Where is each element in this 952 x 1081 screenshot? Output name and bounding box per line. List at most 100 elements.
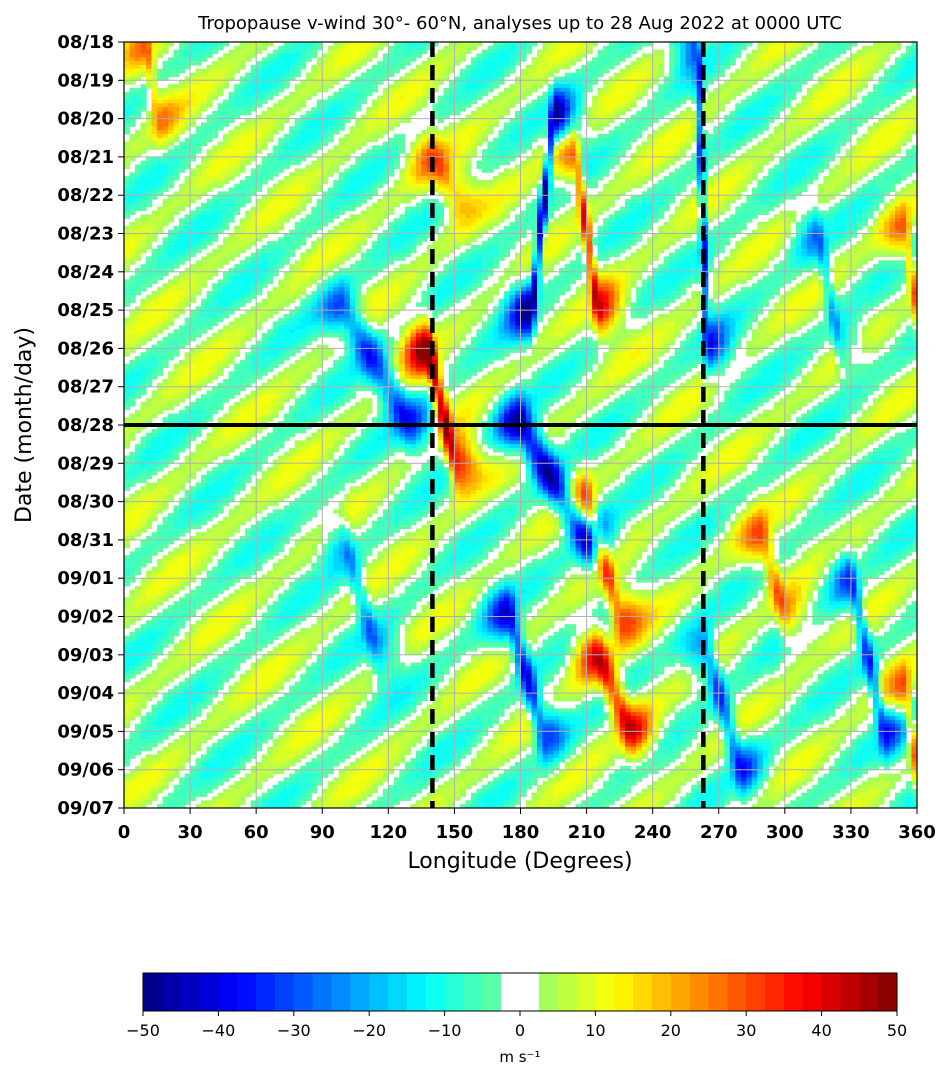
field-cell [570, 95, 577, 101]
field-cell [828, 141, 835, 147]
field-cell [894, 72, 902, 78]
field-cell [680, 57, 687, 62]
field-cell [140, 53, 147, 58]
field-cell [762, 84, 769, 89]
field-cell [311, 145, 318, 150]
field-cell [674, 183, 681, 189]
field-cell [426, 172, 433, 177]
field-cell [839, 45, 847, 51]
field-cell [685, 114, 692, 120]
field-cell [526, 84, 533, 89]
field-cell [905, 164, 913, 169]
field-cell [360, 87, 367, 93]
field-cell [388, 168, 395, 173]
field-cell [157, 164, 164, 169]
field-cell [872, 110, 880, 116]
field-cell [856, 153, 863, 158]
field-cell [184, 183, 191, 189]
field-cell [619, 53, 626, 58]
field-cell [680, 141, 687, 147]
field-cell [487, 199, 494, 204]
field-cell [184, 156, 191, 162]
field-cell [162, 103, 169, 108]
field-cell [228, 130, 235, 135]
field-cell [845, 149, 852, 154]
field-cell [658, 110, 665, 116]
field-cell [135, 114, 142, 120]
field-cell [421, 133, 428, 139]
field-cell [426, 76, 433, 81]
field-cell [294, 84, 301, 89]
field-cell [261, 168, 268, 173]
field-cell [283, 99, 290, 104]
field-cell [658, 183, 665, 189]
field-cell [542, 68, 549, 74]
field-cell [344, 95, 351, 101]
field-cell [713, 76, 720, 81]
field-cell [492, 103, 500, 108]
field-cell [129, 179, 136, 185]
field-cell [245, 76, 252, 81]
field-cell [757, 195, 764, 200]
field-cell [542, 122, 549, 127]
field-cell [470, 84, 478, 89]
field-cell [168, 195, 175, 200]
field-cell [878, 87, 885, 93]
field-cell [245, 160, 252, 166]
field-cell [564, 95, 571, 101]
field-cell [140, 95, 147, 101]
field-cell [487, 168, 494, 173]
field-cell [300, 61, 307, 66]
field-cell [426, 179, 433, 185]
field-cell [735, 53, 742, 58]
field-cell [245, 72, 252, 78]
field-cell [817, 49, 824, 55]
field-cell [448, 103, 456, 108]
field-cell [239, 137, 246, 143]
field-cell [388, 191, 395, 196]
field-cell [426, 126, 433, 131]
field-cell [399, 168, 406, 173]
field-cell [421, 141, 428, 147]
field-cell [647, 118, 654, 124]
field-cell [327, 64, 334, 70]
field-cell [443, 156, 450, 162]
field-cell [151, 49, 158, 55]
field-cell [883, 57, 891, 62]
field-cell [432, 87, 439, 93]
field-cell [322, 72, 329, 78]
field-cell [724, 49, 731, 55]
field-cell [867, 191, 874, 196]
field-cell [801, 72, 808, 78]
field-cell [630, 118, 637, 124]
field-cell [239, 103, 246, 108]
field-cell [267, 168, 274, 173]
field-cell [327, 103, 334, 108]
field-cell [647, 103, 654, 108]
field-cell [823, 195, 830, 200]
field-cell [410, 145, 417, 150]
field-cell [223, 145, 230, 150]
field-cell [311, 53, 318, 58]
field-cell [371, 76, 378, 81]
field-cell [790, 87, 797, 93]
field-cell [371, 137, 378, 143]
field-cell [608, 76, 615, 81]
field-cell [614, 141, 621, 147]
field-cell [900, 91, 907, 97]
field-cell [223, 199, 230, 204]
field-cell [564, 126, 571, 131]
field-cell [454, 45, 461, 51]
field-cell [426, 160, 433, 166]
field-cell [542, 130, 549, 135]
field-cell [597, 172, 604, 177]
field-cell [674, 95, 681, 101]
field-cell [245, 42, 252, 47]
field-cell [900, 199, 907, 204]
field-cell [900, 141, 907, 147]
field-cell [713, 91, 720, 97]
field-cell [564, 99, 571, 104]
field-cell [542, 172, 549, 177]
field-cell [146, 191, 153, 196]
field-cell [718, 195, 725, 200]
